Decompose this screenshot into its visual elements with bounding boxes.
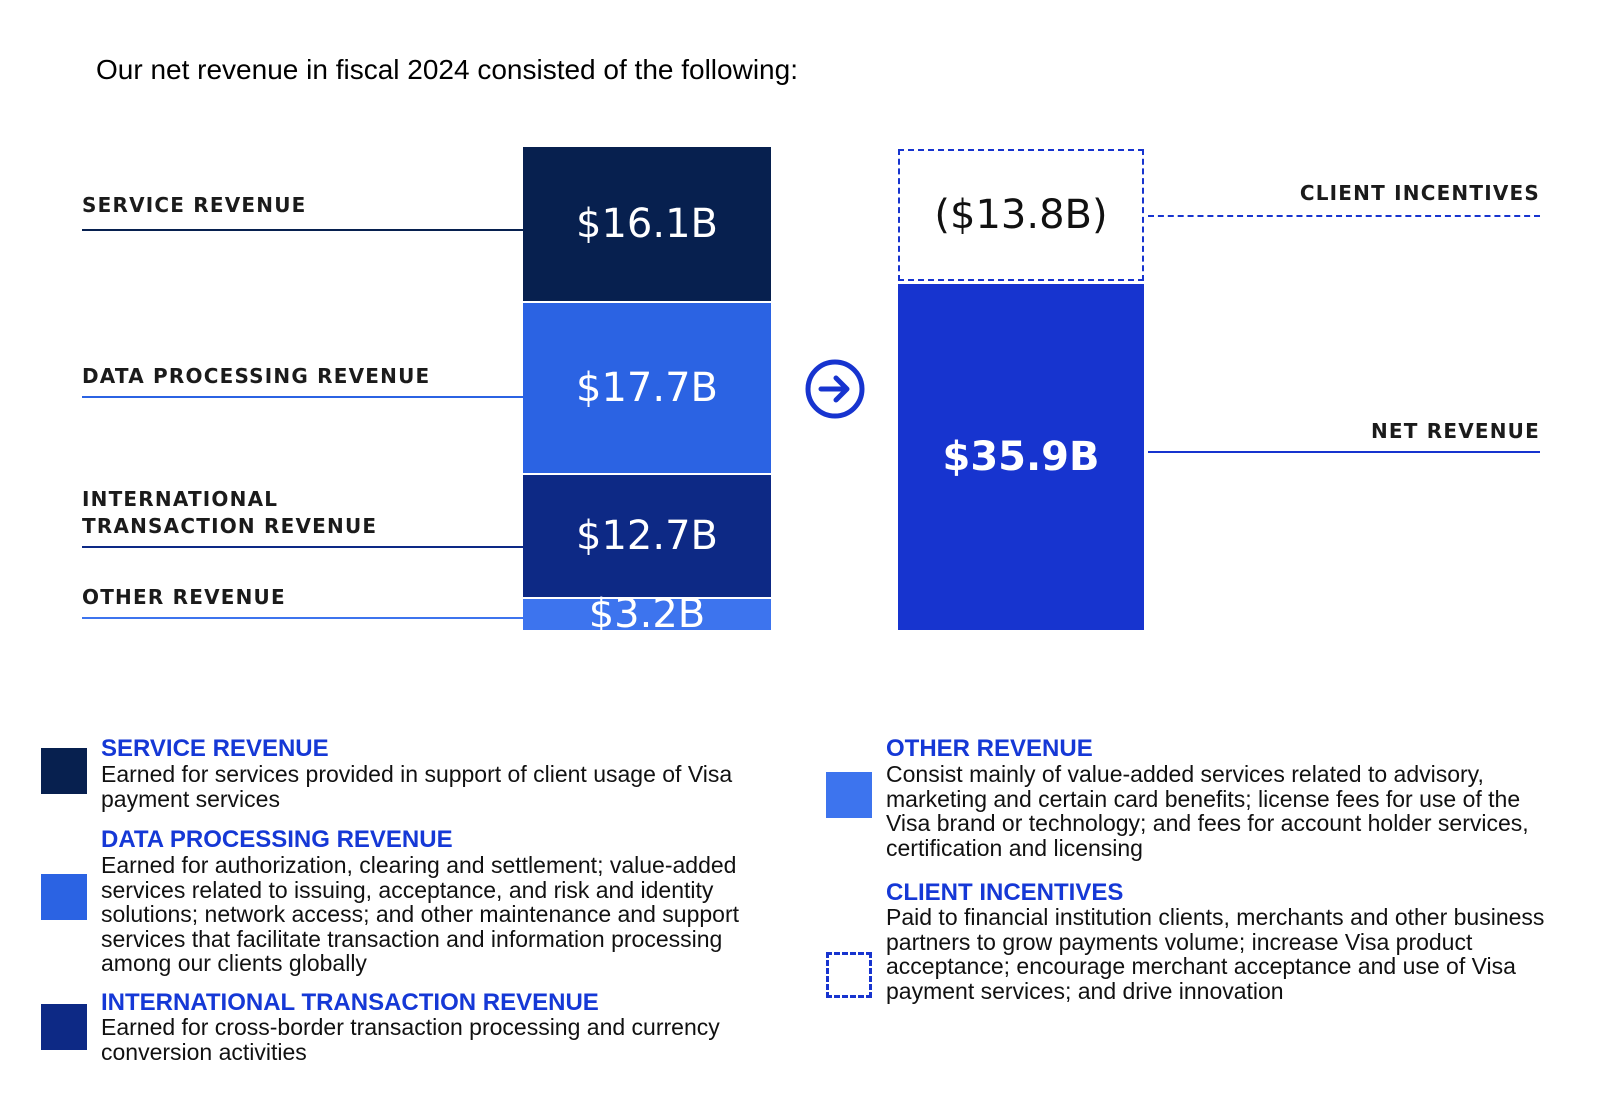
- label-international-line1: INTERNATIONAL: [82, 487, 279, 511]
- legend-title-service: SERVICE REVENUE: [101, 735, 329, 762]
- page-title: Our net revenue in fiscal 2024 consisted…: [96, 54, 798, 85]
- bar-client-incentives: ($13.8B): [898, 149, 1144, 281]
- legend-desc-data-processing: Earned for authorization, clearing and s…: [101, 852, 739, 976]
- bar-segment-other-revenue: $3.2B: [523, 591, 771, 637]
- bar-segment-service-revenue: $16.1B: [523, 147, 771, 302]
- legend-swatch-international: [41, 1004, 87, 1050]
- leader-client-incentives: [1148, 215, 1540, 217]
- bar-value-label: $3.2B: [588, 591, 706, 638]
- leader-service: [82, 229, 524, 231]
- legend-desc-international: Earned for cross-border transaction proc…: [101, 1014, 720, 1065]
- legend-desc-client-incentives: Paid to financial institution clients, m…: [886, 904, 1545, 1004]
- legend-swatch-client-incentives: [826, 952, 872, 998]
- bar-value-label: $17.7B: [576, 365, 718, 412]
- label-net-revenue: NET REVENUE: [1370, 419, 1540, 443]
- legend-title-data-processing: DATA PROCESSING REVENUE: [101, 826, 453, 853]
- legend-swatch-service: [41, 748, 87, 794]
- legend-title-international: INTERNATIONAL TRANSACTION REVENUE: [101, 989, 599, 1016]
- bar-segment-data-processing-revenue: $17.7B: [523, 303, 771, 474]
- legend-desc-other: Consist mainly of value-added services r…: [886, 761, 1529, 861]
- leader-data-processing: [82, 396, 524, 398]
- legend-swatch-data-processing: [41, 874, 87, 920]
- bar-segment-international-transaction-revenue: $12.7B: [523, 475, 771, 597]
- bar-value-label: $16.1B: [576, 201, 718, 248]
- label-international-line2: TRANSACTION REVENUE: [82, 514, 378, 538]
- leader-other: [82, 617, 524, 619]
- legend-title-client-incentives: CLIENT INCENTIVES: [886, 879, 1124, 906]
- label-other-revenue: OTHER REVENUE: [82, 585, 286, 609]
- leader-net-revenue: [1148, 451, 1540, 453]
- value-client-incentives: ($13.8B): [934, 192, 1108, 238]
- leader-international: [82, 546, 524, 548]
- legend-title-other: OTHER REVENUE: [886, 735, 1093, 762]
- value-net-revenue: $35.9B: [942, 434, 1100, 480]
- bar-net-revenue: $35.9B: [898, 284, 1144, 630]
- bar-value-label: $12.7B: [576, 513, 718, 560]
- label-data-processing-revenue: DATA PROCESSING REVENUE: [82, 364, 431, 388]
- arrow-right-circle-icon: [805, 359, 865, 419]
- label-client-incentives: CLIENT INCENTIVES: [1299, 181, 1540, 205]
- label-service-revenue: SERVICE REVENUE: [82, 193, 307, 217]
- legend-desc-service: Earned for services provided in support …: [101, 761, 733, 812]
- legend-swatch-other: [826, 772, 872, 818]
